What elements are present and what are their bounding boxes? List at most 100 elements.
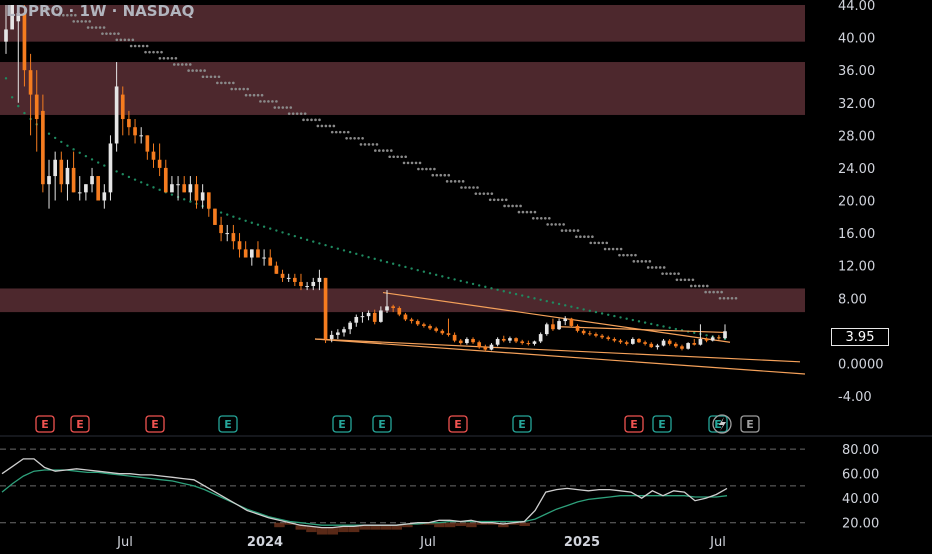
ma-dot-78 xyxy=(484,285,487,289)
projection-dot-5-1 xyxy=(119,38,123,42)
projection-dot-5-2 xyxy=(123,38,127,42)
projection-dot-13-4 xyxy=(246,87,250,91)
projection-dot-30-2 xyxy=(482,192,486,195)
projection-dot-18-3 xyxy=(314,118,317,122)
projection-dot-20-0 xyxy=(330,130,334,134)
projection-dot-24-1 xyxy=(392,155,395,159)
projection-dot-15-1 xyxy=(263,100,266,103)
ma-dot-12 xyxy=(78,151,81,155)
candle-body-98 xyxy=(606,337,611,339)
candle-body-8 xyxy=(53,159,57,177)
projection-dot-38-3 xyxy=(601,241,605,245)
candle-body-69 xyxy=(428,325,432,329)
candle-body-54 xyxy=(336,332,340,335)
projection-dot-19-3 xyxy=(328,124,332,128)
projection-dot-37-3 xyxy=(587,235,590,239)
candle-body-106 xyxy=(655,345,660,348)
projection-dot-43-3 xyxy=(673,272,676,275)
projection-dot-46-0 xyxy=(704,290,707,294)
y-tick-label-10: 0.0000 xyxy=(838,357,884,372)
ma-dot-112 xyxy=(693,331,696,334)
projection-dot-35-2 xyxy=(554,223,557,226)
projection-dot-23-0 xyxy=(374,149,377,152)
y-tick-label-5: 24.00 xyxy=(838,162,875,177)
ma-dot-46 xyxy=(287,233,290,236)
projection-dot-37-1 xyxy=(579,235,582,239)
candle-body-87 xyxy=(538,334,543,342)
projection-dot-24-0 xyxy=(388,155,391,159)
ma-dot-72 xyxy=(447,276,450,280)
projection-dot-26-2 xyxy=(425,167,428,171)
earnings-marker-label-5: E xyxy=(378,418,386,431)
candle-body-82 xyxy=(508,338,512,341)
projection-dot-7-3 xyxy=(156,50,159,54)
ma-dot-47 xyxy=(293,234,297,238)
ma-dot-60 xyxy=(373,257,376,261)
y-tick-label-3: 32.00 xyxy=(838,97,875,112)
projection-dot-47-0 xyxy=(718,296,722,300)
candle-body-105 xyxy=(649,343,654,348)
osc-y-tick-label-3: 20.00 xyxy=(842,517,879,532)
resistance-zone-0 xyxy=(0,5,805,42)
earnings-marker-box-5 xyxy=(372,415,392,433)
candle-body-97 xyxy=(600,335,604,338)
ma-dot-49 xyxy=(305,238,309,242)
projection-dot-30-4 xyxy=(490,192,494,195)
ma-dot-29 xyxy=(183,198,186,201)
candle-body-56 xyxy=(348,322,352,330)
projection-dot-18-0 xyxy=(302,118,305,122)
y-tick-label-6: 20.00 xyxy=(838,195,875,210)
trendline-2 xyxy=(382,291,731,343)
candle-body-55 xyxy=(342,329,346,333)
projection-dot-41-2 xyxy=(640,260,644,263)
projection-dot-25-3 xyxy=(414,161,418,165)
y-tick-label-11: -4.00 xyxy=(838,390,872,405)
candle-body-65 xyxy=(403,314,408,320)
projection-dot-11-1 xyxy=(205,75,209,79)
projection-dot-9-4 xyxy=(188,63,192,66)
candle-body-23 xyxy=(145,135,150,152)
projection-dot-22-4 xyxy=(375,143,379,146)
candle-body-102 xyxy=(630,338,635,344)
projection-dot-3-4 xyxy=(102,26,106,29)
osc-fill-41 xyxy=(434,522,445,528)
projection-dot-12-3 xyxy=(228,81,231,85)
candle-body-117 xyxy=(723,331,727,339)
osc-fill-42 xyxy=(444,522,456,528)
ma-dot-59 xyxy=(367,255,370,259)
osc-fill-28 xyxy=(295,525,307,530)
projection-dot-44-3 xyxy=(687,278,691,282)
candle-body-35 xyxy=(219,224,223,234)
ma-dot-11 xyxy=(72,148,75,151)
projection-dot-15-3 xyxy=(271,100,274,103)
candle-body-89 xyxy=(551,324,555,330)
projection-dot-44-0 xyxy=(675,278,679,282)
ma-dot-85 xyxy=(527,295,530,299)
candle-body-4 xyxy=(28,70,33,95)
candle-body-7 xyxy=(47,176,51,185)
osc-y-tick-label-2: 40.00 xyxy=(842,492,879,507)
projection-dot-10-4 xyxy=(203,69,206,72)
projection-dot-4-3 xyxy=(113,32,116,35)
osc-fill-32 xyxy=(338,526,349,533)
earnings-marker-box-11 xyxy=(740,415,760,433)
candle-body-48 xyxy=(299,281,303,287)
projection-dot-6-4 xyxy=(145,44,149,48)
projection-dot-3-0 xyxy=(86,26,90,29)
osc-fill-44 xyxy=(466,522,477,528)
ma-dot-35 xyxy=(219,211,223,214)
projection-dot-25-2 xyxy=(410,161,414,165)
projection-dot-33-2 xyxy=(525,210,529,214)
ma-dot-104 xyxy=(643,321,647,324)
projection-dot-18-2 xyxy=(310,118,313,122)
projection-dot-42-0 xyxy=(646,266,650,269)
projection-dot-37-0 xyxy=(575,235,578,239)
x-tick-label-4: Jul xyxy=(709,535,726,550)
ma-dot-98 xyxy=(607,313,610,316)
projection-dot-6-3 xyxy=(141,44,145,48)
osc-y-tick-label-0: 80.00 xyxy=(842,443,879,458)
projection-dot-16-1 xyxy=(277,106,281,109)
ma-dot-88 xyxy=(545,299,548,303)
projection-dot-19-4 xyxy=(332,124,336,128)
